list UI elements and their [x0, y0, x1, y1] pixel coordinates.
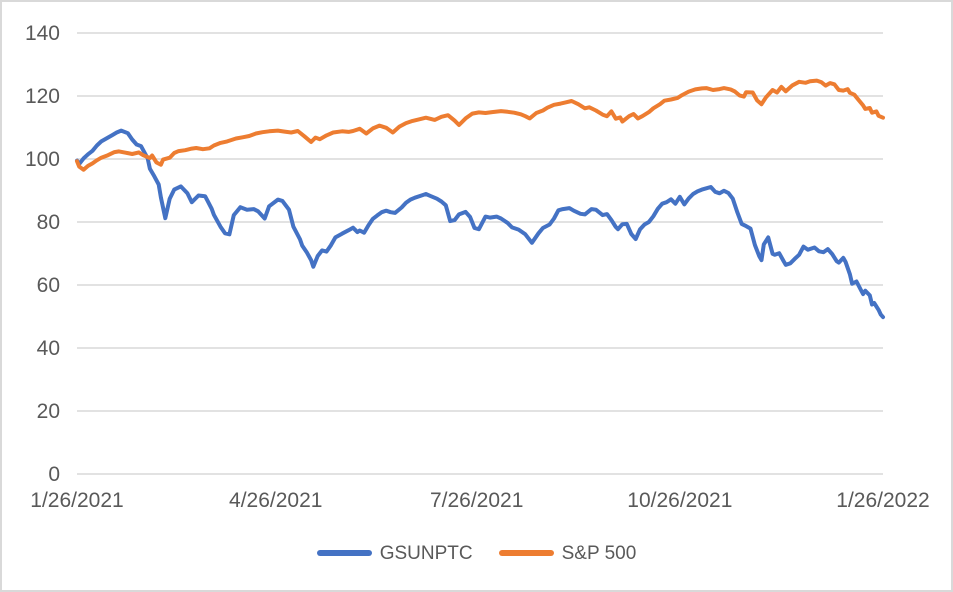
series-line-gsunptc	[75, 128, 885, 320]
legend-swatch-gsunptc	[316, 550, 372, 556]
series-line-s-p-500	[75, 78, 885, 172]
x-axis-label-10-26-2021: 10/26/2021	[627, 489, 732, 512]
y-axis-label-0: 0	[48, 463, 60, 486]
y-axis-label-140: 140	[25, 22, 60, 45]
y-axis-label-40: 40	[37, 337, 60, 360]
x-axis-label-1-26-2021: 1/26/2021	[30, 489, 123, 512]
legend-label-sp500: S&P 500	[561, 542, 637, 564]
legend-item-gsunptc: GSUNPTC	[316, 542, 473, 564]
legend-label-gsunptc: GSUNPTC	[379, 542, 473, 564]
y-axis-label-20: 20	[37, 400, 60, 423]
x-axis-label-7-26-2021: 7/26/2021	[430, 489, 523, 512]
y-axis-label-120: 120	[25, 85, 60, 108]
x-axis-label-4-26-2021: 4/26/2021	[229, 489, 322, 512]
legend-swatch-sp500	[498, 550, 554, 556]
y-axis-label-60: 60	[37, 274, 60, 297]
y-axis-label-100: 100	[25, 148, 60, 171]
legend-item-sp500: S&P 500	[498, 542, 637, 564]
y-axis-label-80: 80	[37, 211, 60, 234]
x-axis-label-1-26-2022: 1/26/2022	[836, 489, 929, 512]
chart-legend: GSUNPTC S&P 500	[2, 540, 951, 566]
